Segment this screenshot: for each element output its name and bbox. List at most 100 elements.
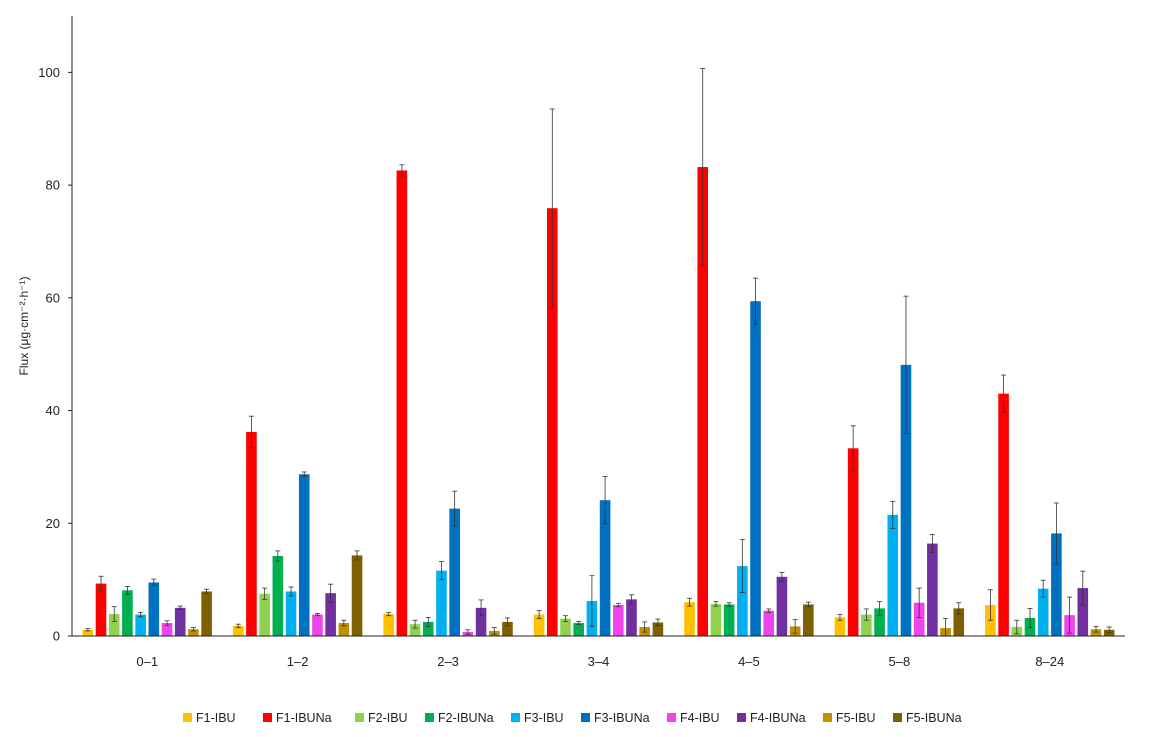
bar-f4-ibuna-5 [776, 576, 788, 636]
error-bar-f1-ibuna-4 [549, 108, 555, 308]
error-bar-f1-ibuna-2 [248, 415, 254, 449]
error-bar-f2-ibu-1 [111, 606, 117, 622]
bar-f2-ibu-4 [560, 618, 571, 636]
error-bar-f4-ibu-5 [766, 608, 772, 613]
error-bar-f2-ibuna-6 [877, 601, 883, 616]
bar-f2-ibu-6 [861, 614, 872, 636]
legend-item-f3-ibuna: F3-IBUNa [581, 711, 650, 725]
error-bar-f3-ibu-7 [1040, 579, 1046, 598]
bar-f1-ibu-6 [834, 617, 846, 636]
error-bar-f4-ibu-2 [314, 613, 320, 617]
bar-f2-ibuna-1 [122, 590, 133, 636]
bar-f3-ibuna-5 [750, 301, 761, 636]
error-bar-f2-ibuna-4 [576, 620, 582, 626]
bar-f3-ibu-2 [285, 591, 297, 636]
error-bar-f1-ibu-5 [687, 597, 693, 607]
x-tick-label: 0–1 [136, 654, 158, 669]
legend-item-f2-ibu: F2-IBU [355, 711, 408, 725]
y-tick-labels: 0 20 40 60 80 100 [38, 65, 72, 644]
y-tick-label: 0 [53, 629, 60, 644]
bar-f1-ibu-5 [684, 602, 695, 636]
bar-f1-ibuna-2 [246, 431, 257, 636]
error-bar-f1-ibuna-3 [399, 164, 405, 177]
bar-f3-ibu-1 [135, 614, 146, 636]
error-bar-f3-ibuna-6 [903, 295, 909, 435]
bar-f5-ibuna-6 [953, 608, 965, 636]
bar-f1-ibuna-5 [697, 167, 709, 637]
bar-f5-ibuna-3 [502, 621, 513, 636]
error-bar-f4-ibu-1 [164, 620, 170, 626]
legend-swatch [511, 713, 520, 722]
legend-item-f4-ibuna: F4-IBUNa [737, 711, 806, 725]
y-tick-label: 80 [46, 178, 60, 193]
bar-f3-ibu-6 [887, 514, 899, 636]
legend-label: F2-IBUNa [438, 711, 494, 725]
bar-f5-ibuna-2 [351, 555, 363, 636]
error-bar-f1-ibu-4 [536, 610, 542, 619]
error-bar-f2-ibu-2 [262, 587, 268, 600]
error-bar-f4-ibu-3 [465, 629, 471, 635]
bar-f4-ibuna-7 [1077, 588, 1089, 636]
bar-f1-ibuna-4 [547, 208, 558, 636]
error-bar-f1-ibu-2 [235, 623, 241, 628]
bar-f2-ibu-1 [108, 614, 120, 636]
error-bar-f4-ibuna-2 [328, 583, 334, 603]
error-bar-f4-ibuna-6 [929, 534, 935, 553]
legend-label: F2-IBU [368, 711, 408, 725]
bar-f3-ibu-7 [1037, 588, 1049, 636]
error-bar-f1-ibu-6 [837, 614, 843, 621]
bar-f3-ibuna-6 [900, 364, 912, 636]
legend: F1-IBU F1-IBUNa F2-IBU F2-IBUNa F3-IBU F3-IBU… [183, 711, 962, 725]
error-bar-f3-ibu-1 [138, 611, 144, 618]
error-bar-f3-ibuna-2 [301, 471, 307, 477]
bar-f4-ibuna-3 [475, 607, 487, 636]
error-bar-f4-ibuna-5 [779, 571, 785, 582]
legend-label: F5-IBU [836, 711, 876, 725]
x-tick-label: 2–3 [437, 654, 459, 669]
error-bar-f5-ibu-2 [341, 619, 347, 627]
error-bar-f5-ibuna-2 [354, 550, 360, 561]
error-bar-f2-ibuna-7 [1027, 607, 1033, 628]
bar-f4-ibuna-1 [174, 607, 186, 636]
error-bar-f2-ibuna-2 [275, 550, 281, 562]
bar-f2-ibuna-3 [422, 621, 434, 636]
legend-swatch [893, 713, 902, 722]
bar-f1-ibu-3 [383, 614, 394, 636]
legend-swatch [183, 713, 192, 722]
error-bar-f1-ibuna-1 [98, 575, 104, 592]
legend-label: F1-IBU [196, 711, 236, 725]
legend-item-f2-ibuna: F2-IBUNa [425, 711, 494, 725]
error-bar-f4-ibu-4 [615, 602, 621, 608]
error-bar-f5-ibuna-3 [504, 617, 510, 627]
error-bar-f3-ibuna-3 [452, 490, 458, 527]
bar-f3-ibu-5 [737, 566, 748, 636]
error-bar-f5-ibu-5 [792, 619, 798, 634]
bar-f3-ibuna-7 [1051, 533, 1062, 636]
error-bars-layer [85, 68, 1112, 637]
legend-item-f5-ibuna: F5-IBUNa [893, 711, 962, 725]
error-bar-f3-ibuna-1 [151, 578, 157, 587]
error-bar-f3-ibu-5 [739, 539, 745, 593]
legend-swatch [581, 713, 590, 722]
error-bar-f1-ibuna-5 [700, 68, 706, 267]
error-bar-f3-ibuna-5 [753, 277, 759, 325]
error-bar-f5-ibuna-1 [204, 588, 210, 595]
legend-swatch [667, 713, 676, 722]
bar-f5-ibu-2 [338, 623, 350, 636]
error-bar-f4-ibu-6 [916, 587, 922, 618]
bar-f2-ibu-2 [259, 593, 270, 636]
legend-item-f1-ibu: F1-IBU [183, 711, 236, 725]
error-bar-f5-ibuna-6 [956, 602, 962, 615]
error-bar-f3-ibu-6 [890, 500, 896, 529]
error-bar-f2-ibu-5 [713, 601, 719, 607]
error-bar-f3-ibu-3 [438, 561, 444, 581]
error-bar-f3-ibuna-7 [1053, 502, 1059, 565]
y-tick-label: 40 [46, 403, 60, 418]
bar-f4-ibu-1 [161, 623, 173, 636]
bar-f1-ibuna-1 [95, 583, 107, 636]
error-bar-f4-ibu-7 [1067, 596, 1073, 634]
legend-swatch [263, 713, 272, 722]
legend-label: F4-IBUNa [750, 711, 806, 725]
error-bar-f3-ibuna-4 [602, 476, 608, 525]
bar-f3-ibuna-2 [298, 474, 310, 636]
